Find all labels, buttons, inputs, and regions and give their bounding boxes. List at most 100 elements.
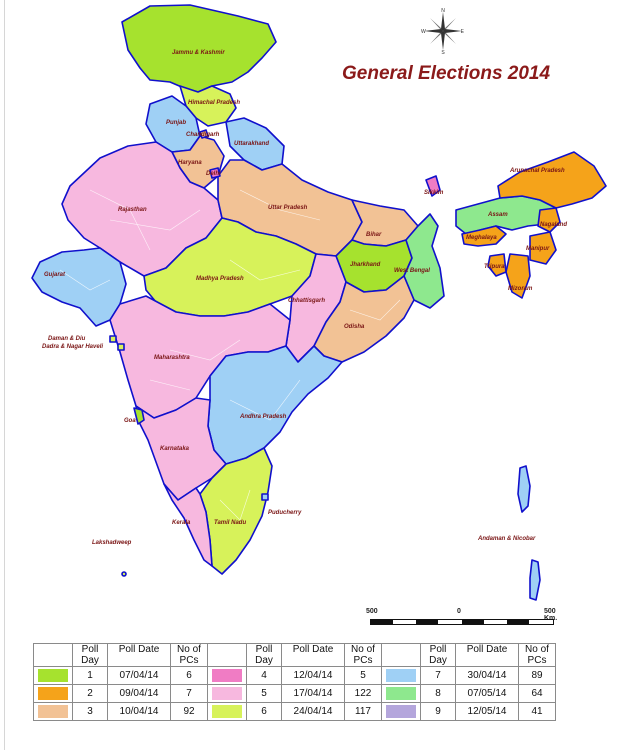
label-dadra-nagar-haveli: Dadra & Nagar Haveli <box>42 344 104 350</box>
region-tripura <box>487 253 507 277</box>
region-manipur <box>529 231 557 265</box>
legend-pcs: 122 <box>344 684 382 703</box>
label-daman-diu: Daman & Diu <box>48 336 86 342</box>
region-meghalaya <box>461 225 507 247</box>
label-lakshadweep: Lakshadweep <box>92 540 132 546</box>
legend-date: 24/04/14 <box>281 702 345 721</box>
constituency-lines <box>59 189 401 521</box>
india-map <box>31 4 607 601</box>
legend-pcs: 64 <box>518 684 556 703</box>
legend-date: 12/04/14 <box>281 666 345 685</box>
legend-row: 2 09/04/14 7 5 17/04/14 122 8 07/05/14 6… <box>33 684 556 703</box>
legend-swatch <box>386 687 416 700</box>
header-no-of-pcs: No of PCs <box>518 643 556 667</box>
legend-date: 09/04/14 <box>107 684 171 703</box>
label-maharashtra: Maharashtra <box>154 355 190 361</box>
label-karnataka: Karnataka <box>160 446 190 452</box>
legend-pcs: 117 <box>344 702 382 721</box>
label-bihar: Bihar <box>366 232 382 238</box>
region-daman-diu <box>109 335 117 343</box>
label-arunachal-pradesh: Arunachal Pradesh <box>510 168 565 174</box>
region-sikkim <box>425 175 441 197</box>
compass-s: S <box>441 50 445 54</box>
legend-date: 10/04/14 <box>107 702 171 721</box>
legend-day: 9 <box>420 702 456 721</box>
scale-mid-label: 0 <box>457 608 461 615</box>
label-kerala: Kerala <box>172 520 191 526</box>
region-arunachal-pradesh <box>497 151 607 209</box>
label-goa: Goa <box>124 418 136 424</box>
label-assam: Assam <box>488 212 508 218</box>
label-nagaland: Nagaland <box>540 222 568 228</box>
label-delhi: Delhi <box>206 171 221 177</box>
legend-day: 5 <box>246 684 282 703</box>
label-chhattisgarh: Chhattisgarh <box>288 298 326 304</box>
legend-day: 4 <box>246 666 282 685</box>
legend-date: 30/04/14 <box>455 666 519 685</box>
label-meghalaya: Meghalaya <box>466 235 497 241</box>
legend-date: 17/04/14 <box>281 684 345 703</box>
region-nagaland <box>537 207 561 233</box>
compass-n: N <box>441 8 445 14</box>
legend-day: 6 <box>246 702 282 721</box>
scale-left-label: 500 <box>366 608 378 615</box>
label-punjab: Punjab <box>166 120 187 126</box>
legend-swatch <box>38 669 68 682</box>
legend-swatch <box>386 669 416 682</box>
region-jammu-kashmir <box>121 4 277 93</box>
legend-date: 07/04/14 <box>107 666 171 685</box>
region-chandigarh <box>199 129 209 139</box>
label-sikkim: Sikkim <box>424 190 444 196</box>
region-west-bengal <box>403 213 445 309</box>
label-madhya-pradesh: Madhya Pradesh <box>196 276 244 282</box>
legend-swatch <box>38 705 68 718</box>
label-jammu-kashmir: Jammu & Kashmir <box>172 50 225 56</box>
legend-day: 7 <box>420 666 456 685</box>
scale-right-label: 500 Km. <box>544 608 557 622</box>
header-poll-day: Poll Day <box>420 643 456 667</box>
label-gujarat: Gujarat <box>44 272 66 278</box>
label-andhra-pradesh: Andhra Pradesh <box>240 414 287 420</box>
label-manipur: Manipur <box>526 246 550 252</box>
label-uttar-pradesh: Uttar Pradesh <box>268 205 308 211</box>
legend-day: 3 <box>72 702 108 721</box>
region-odisha <box>313 275 415 363</box>
label-himachal-pradesh: Himachal Pradesh <box>188 100 241 106</box>
region-kerala <box>163 483 213 567</box>
header-poll-day: Poll Day <box>72 643 108 667</box>
poll-schedule-legend: Poll Day Poll Date No of PCs Poll Day Poll … <box>33 643 556 721</box>
label-west-bengal: West Bengal <box>394 268 430 274</box>
legend-pcs: 41 <box>518 702 556 721</box>
legend-row: 1 07/04/14 6 4 12/04/14 5 7 30/04/14 89 <box>33 666 556 685</box>
legend-swatch <box>212 687 242 700</box>
map-title: General Elections 2014 <box>342 63 551 84</box>
header-poll-date: Poll Date <box>455 643 519 667</box>
legend-day: 1 <box>72 666 108 685</box>
region-gujarat <box>31 247 127 327</box>
label-uttarakhand: Uttarakhand <box>234 141 270 147</box>
region-lakshadweep <box>121 571 127 577</box>
region-delhi <box>209 167 221 179</box>
header-poll-date: Poll Date <box>281 643 345 667</box>
scale-bar: 500 0 500 Km. <box>362 608 562 632</box>
region-andhra-pradesh <box>207 345 343 465</box>
label-tamil-nadu: Tamil Nadu <box>214 520 247 526</box>
header-poll-day: Poll Day <box>246 643 282 667</box>
region-puducherry <box>261 493 269 501</box>
label-chandigarh: Chandigarh <box>186 132 220 138</box>
legend-pcs: 5 <box>344 666 382 685</box>
region-nicobar-islands <box>529 559 541 601</box>
legend-day: 8 <box>420 684 456 703</box>
legend-date: 07/05/14 <box>455 684 519 703</box>
scale-bar-graphic <box>370 619 554 625</box>
page-edge <box>4 0 5 750</box>
legend-swatch <box>38 687 68 700</box>
legend-pcs: 6 <box>170 666 208 685</box>
header-no-of-pcs: No of PCs <box>170 643 208 667</box>
region-andaman-islands <box>517 465 531 513</box>
legend-row: 3 10/04/14 92 6 24/04/14 117 9 12/05/14 … <box>33 702 556 721</box>
header-no-of-pcs: No of PCs <box>344 643 382 667</box>
legend-pcs: 92 <box>170 702 208 721</box>
legend-pcs: 7 <box>170 684 208 703</box>
label-andaman-nicobar: Andaman & Nicobar <box>478 536 536 542</box>
